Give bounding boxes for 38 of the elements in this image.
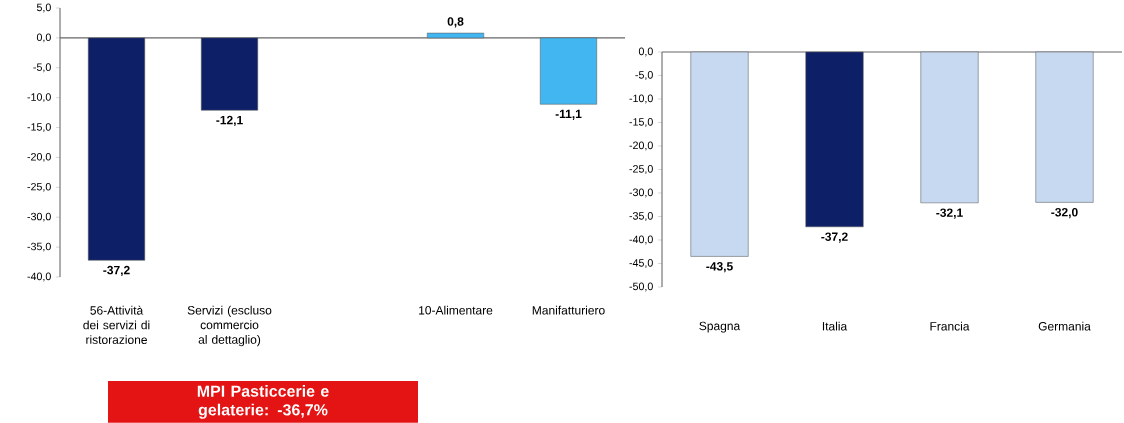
- x-tick-label: Spagna: [699, 321, 741, 333]
- data-label: -11,1: [555, 109, 582, 120]
- y-tick-label: -40,0: [629, 235, 653, 245]
- y-tick-label: -45,0: [629, 259, 653, 268]
- y-tick-label: -40,0: [27, 272, 51, 282]
- y-tick-label: 0,0: [638, 47, 653, 57]
- y-tick-label: -10,0: [27, 93, 51, 103]
- data-label: -32,0: [1051, 207, 1078, 219]
- x-tick-label: Manifatturiero: [532, 305, 605, 315]
- x-tick-label: 56-Attività dei servizi di ristorazione: [83, 305, 150, 344]
- y-tick-label: -15,0: [27, 123, 51, 132]
- y-tick-label: -30,0: [629, 188, 653, 198]
- data-label: -32,1: [936, 208, 963, 219]
- y-tick-label: 0,0: [36, 33, 51, 43]
- x-tick-label: Germania: [1038, 321, 1091, 331]
- y-tick-label: -5,0: [635, 71, 653, 80]
- y-tick-label: -20,0: [27, 153, 51, 162]
- data-label: 0,8: [447, 17, 464, 28]
- y-tick-label: 5,0: [36, 3, 51, 13]
- x-tick-label: Francia: [930, 321, 970, 331]
- data-label: -12,1: [216, 115, 243, 127]
- data-label: -37,2: [821, 232, 848, 243]
- x-tick-label: Italia: [822, 321, 848, 331]
- y-tick-label: -35,0: [629, 212, 653, 221]
- text: MPI Pasticcerie e gelaterie: -36,7%: [197, 385, 329, 419]
- y-tick-label: -25,0: [27, 182, 51, 192]
- y-tick-label: -5,0: [33, 63, 51, 73]
- y-tick-label: -30,0: [27, 212, 51, 222]
- y-tick-label: -10,0: [629, 94, 653, 104]
- x-tick-label: Servizi (escluso commercio al dettaglio): [187, 305, 272, 347]
- data-label: -37,2: [103, 265, 130, 277]
- y-tick-label: -50,0: [629, 282, 653, 292]
- y-tick-label: -15,0: [629, 118, 653, 127]
- y-tick-label: -20,0: [629, 141, 653, 151]
- y-tick-label: -25,0: [629, 165, 653, 174]
- y-tick-label: -35,0: [27, 242, 51, 252]
- data-label: -43,5: [706, 262, 733, 273]
- x-tick-label: 10-Alimentare: [419, 305, 493, 315]
